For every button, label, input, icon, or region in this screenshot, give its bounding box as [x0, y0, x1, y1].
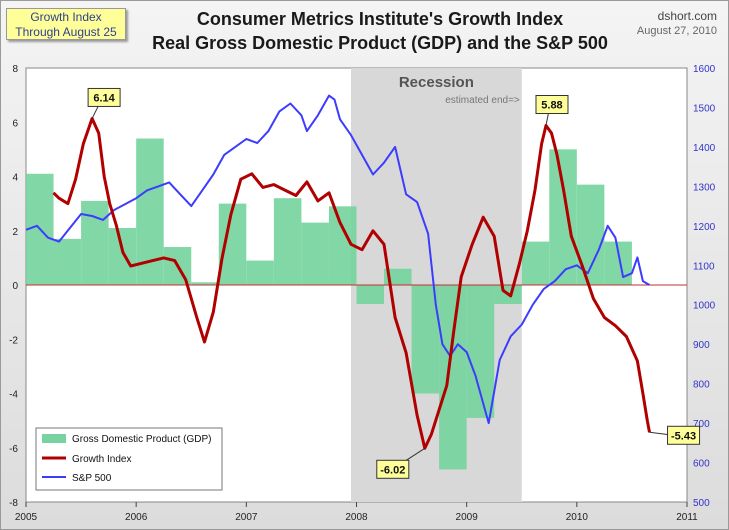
annotation-box: [667, 425, 701, 445]
note-line-1: Growth Index: [30, 10, 102, 24]
gdp-bar: [246, 260, 274, 285]
y-right-tick-label: 1000: [693, 301, 716, 312]
y-left-tick-label: -4: [9, 390, 18, 401]
gdp-bar: [549, 149, 577, 285]
through-date-note: Growth Index Through August 25: [6, 8, 126, 40]
y-left-tick-label: 8: [12, 64, 18, 75]
y-left-tick-label: 6: [12, 118, 18, 129]
gdp-bar: [356, 285, 385, 304]
recession-label: Recession: [399, 74, 474, 91]
gdp-bar: [218, 203, 247, 285]
y-right-tick-label: 700: [693, 419, 710, 430]
gdp-bar: [411, 285, 440, 394]
x-tick-label: 2008: [345, 512, 368, 523]
legend-label-growth: Growth Index: [72, 454, 131, 465]
annotation-box: [87, 87, 121, 107]
annotation-label: 5.88: [541, 100, 562, 112]
annotation-label: 6.14: [93, 92, 115, 104]
gdp-bar: [576, 184, 605, 285]
y-left-tick-label: 2: [12, 227, 18, 238]
y-left-tick-label: -6: [9, 444, 18, 455]
annotation-box: [535, 95, 569, 115]
gdp-bar: [53, 238, 82, 285]
y-left-tick-label: 0: [12, 281, 18, 292]
y-right-tick-label: 1300: [693, 182, 716, 193]
y-right-tick-label: 600: [693, 459, 710, 470]
x-tick-label: 2010: [566, 512, 589, 523]
legend-swatch-gdp: [42, 434, 66, 443]
y-right-tick-label: 1200: [693, 222, 716, 233]
annotation-label: -6.02: [380, 464, 405, 476]
source-label: dshort.com: [657, 9, 717, 23]
x-tick-label: 2005: [15, 512, 38, 523]
legend-box: [35, 427, 223, 491]
gdp-bar: [81, 200, 109, 285]
annotation-label: -5.43: [671, 430, 696, 442]
y-left-tick-label: -2: [9, 335, 18, 346]
x-tick-label: 2006: [125, 512, 148, 523]
y-right-tick-label: 1600: [693, 64, 716, 75]
y-left-tick-label: -8: [9, 498, 18, 509]
date-label: August 27, 2010: [636, 25, 717, 37]
gdp-bar: [273, 198, 302, 285]
chart-subtitle: Real Gross Domestic Product (GDP) and th…: [152, 33, 608, 53]
y-right-tick-label: 1500: [693, 103, 716, 114]
legend-label-gdp: Gross Domestic Product (GDP): [72, 434, 211, 445]
y-right-tick-label: 1100: [693, 261, 715, 272]
x-tick-label: 2009: [456, 512, 479, 523]
sp500-line: [25, 94, 651, 425]
recession-end-note: estimated end=>: [445, 95, 520, 106]
chart-title: Consumer Metrics Institute's Growth Inde…: [196, 9, 564, 29]
y-right-tick-label: 800: [693, 380, 710, 391]
gdp-bar: [108, 228, 137, 285]
y-right-tick-label: 500: [693, 498, 710, 509]
gdp-bar: [521, 241, 550, 285]
y-left-tick-label: 4: [12, 173, 18, 184]
x-tick-label: 2011: [676, 512, 698, 523]
x-tick-label: 2007: [235, 512, 258, 523]
annotation-box: [376, 459, 410, 479]
gdp-bar: [191, 282, 219, 285]
legend-label-sp500: S&P 500: [72, 473, 112, 484]
growth-index-line: [52, 117, 651, 450]
gdp-bar: [439, 285, 467, 470]
y-right-tick-label: 1400: [693, 143, 716, 154]
gdp-bar: [301, 222, 329, 285]
gdp-bar: [466, 285, 495, 418]
y-right-tick-label: 900: [693, 340, 710, 351]
note-line-2: Through August 25: [15, 25, 117, 39]
